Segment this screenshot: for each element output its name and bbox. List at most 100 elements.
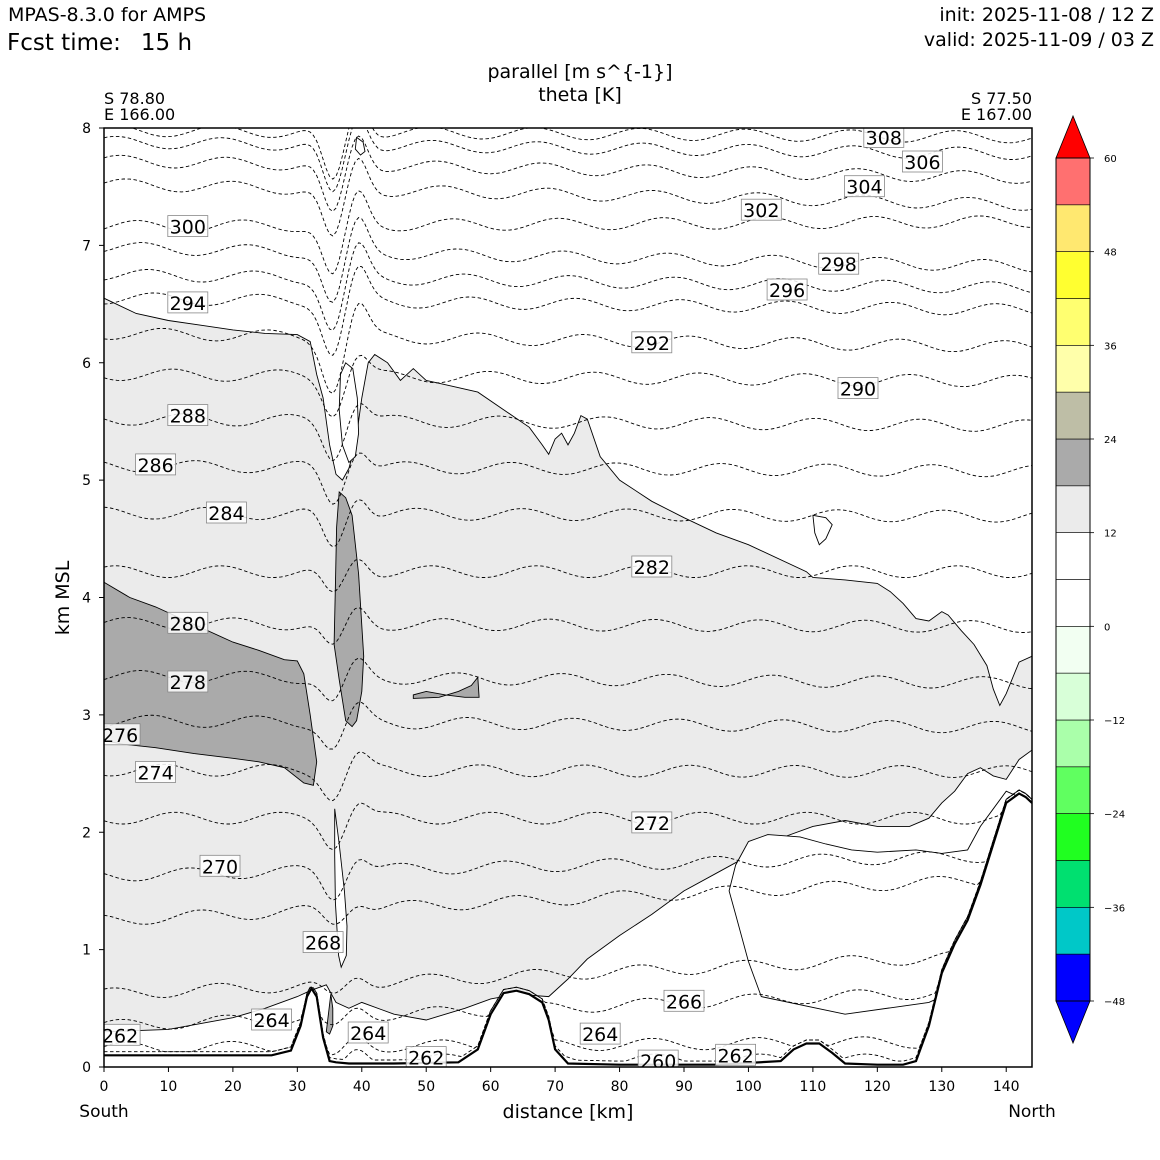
isentrope-290 [104, 354, 1032, 418]
calm-pocket-upper [338, 362, 360, 464]
isentrope-label-text: 262 [102, 1025, 138, 1047]
isentrope-label-box [844, 175, 885, 198]
isentrope-label: 278 [167, 670, 209, 694]
isentrope-label: 266 [663, 989, 705, 1013]
isentrope-label-box [631, 331, 673, 354]
colorbar-tick-label: −48 [1104, 997, 1125, 1008]
isentrope-296 [104, 242, 1032, 331]
init-time: init: 2025-11-08 / 12 Z [939, 4, 1154, 26]
colorbar-band [1055, 485, 1091, 533]
x-tick-label: 140 [993, 1079, 1020, 1095]
isentrope-278 [104, 657, 1032, 702]
isentrope-284 [104, 499, 1032, 548]
isentrope-label: 268 [302, 931, 344, 955]
isentrope-label-text: 308 [866, 127, 902, 149]
isentrope-label-text: 262 [717, 1045, 753, 1067]
x-end-label-south: South [79, 1102, 128, 1122]
colorbar-tick-label: −36 [1104, 903, 1125, 914]
isentrope-label-text: 294 [170, 293, 206, 315]
y-tick-label: 4 [82, 591, 91, 607]
isentrope-label: 270 [199, 854, 241, 878]
chart-title-line2: theta [K] [538, 84, 622, 106]
isentrope-label-box [167, 611, 209, 634]
isentrope-label-text: 306 [904, 152, 940, 174]
isentrope-label-text: 276 [102, 725, 138, 747]
chart-title-line1: parallel [m s^{-1}] [487, 61, 672, 83]
x-tick-label: 90 [675, 1079, 693, 1095]
colorbar-band [1055, 672, 1091, 721]
isentrope-label: 276 [102, 723, 141, 747]
terrain-layer [104, 792, 1032, 1067]
right-endpoint-lat: S 77.50 [971, 89, 1032, 108]
x-tick-label: 30 [288, 1079, 306, 1095]
colorbar-band [1055, 204, 1091, 252]
isentrope-label-box [167, 670, 209, 693]
isentrope-label: 282 [631, 555, 673, 579]
isentrope-label-text: 264 [582, 1024, 618, 1046]
isentrope-label: 290 [837, 377, 879, 401]
isentrope-292 [104, 303, 1032, 394]
isentrope-label-box [663, 989, 705, 1012]
isentrope-label: 296 [766, 278, 808, 302]
y-axis-label: km MSL [52, 560, 74, 635]
colorbar-band [1055, 579, 1091, 627]
isentrope-label-box [302, 931, 344, 953]
colorbar-tick-label: −12 [1104, 716, 1125, 727]
isentrope-280 [104, 607, 1032, 645]
isentrope-label-text: 270 [202, 856, 238, 878]
isentrope-294 [104, 265, 1032, 356]
isentrope-label-box [631, 555, 673, 578]
isentrope-label-box [167, 215, 209, 238]
valid-time: valid: 2025-11-09 / 03 Z [923, 29, 1154, 51]
isentrope-label-text: 264 [253, 1010, 289, 1032]
isentrope-label-box [167, 404, 209, 427]
isentrope-262 [104, 789, 1032, 1056]
isentrope-266 [104, 789, 1032, 998]
calm-pocket-upper-right [812, 514, 833, 546]
x-tick-label: 10 [160, 1079, 178, 1095]
isentrope-label-box [902, 150, 943, 173]
left-endpoint-lon: E 166.00 [104, 105, 175, 124]
isentrope-260 [104, 789, 1032, 1062]
isentrope-label-text: 280 [170, 613, 206, 635]
x-end-label-north: North [1008, 1102, 1056, 1122]
isentrope-label-box [205, 501, 247, 524]
terrain-line [104, 792, 1032, 1066]
x-tick-label: 120 [864, 1079, 891, 1095]
isentrope-label: 300 [167, 215, 209, 239]
forecast-time: Fcst time: 15 h [7, 30, 192, 56]
colorbar-band [1055, 719, 1091, 768]
isentrope-label: 274 [135, 761, 177, 784]
x-tick-label: 80 [611, 1079, 629, 1095]
x-tick-label: 110 [800, 1079, 827, 1095]
isentrope-label: 292 [631, 331, 673, 355]
x-tick-label: 50 [417, 1079, 435, 1095]
isentrope-label-text: 282 [634, 557, 670, 579]
x-tick-label: 40 [353, 1079, 371, 1095]
isentrope-label: 298 [818, 252, 860, 276]
isentrope-label-box [135, 761, 177, 783]
isentrope-label: 264 [347, 1021, 389, 1045]
isentrope-label: 288 [167, 404, 209, 428]
x-axis: 0 10 20 30 40 50 60 70 80 90 100 110 120 130 140 [100, 1067, 1020, 1095]
colorbar-extend-min [1055, 1000, 1091, 1045]
colorbar-band [1055, 438, 1091, 487]
isentrope-272 [104, 789, 1032, 851]
isentrope-label-text: 300 [170, 217, 206, 239]
calm-pocket-lower [334, 808, 348, 969]
isentrope-label-box [199, 854, 241, 877]
isentrope-label-text: 296 [769, 280, 805, 302]
isentrope-label: 286 [135, 453, 177, 477]
colorbar-band [1055, 251, 1091, 299]
isentrope-label: 262 [102, 1023, 141, 1047]
right-endpoint-lon: E 167.00 [961, 105, 1032, 124]
isentrope-label-text: 292 [634, 333, 670, 355]
colorbar-band [1055, 344, 1091, 393]
isentrope-label: 280 [167, 611, 209, 635]
colorbar-band [1055, 813, 1091, 861]
isentrope-label-box [167, 291, 209, 314]
isentrope-label-box [740, 198, 782, 221]
colorbar-tick-label: 12 [1104, 529, 1117, 540]
